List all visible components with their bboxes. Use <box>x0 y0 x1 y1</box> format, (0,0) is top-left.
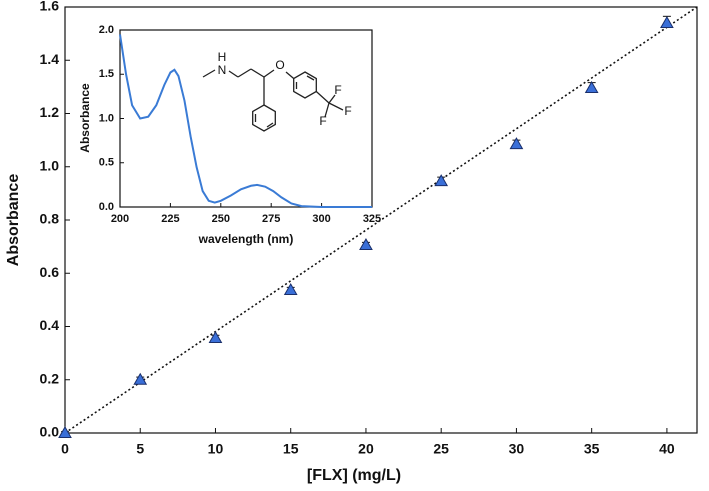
y-tick-label: 0.5 <box>99 157 114 169</box>
x-tick-label: 200 <box>111 213 129 225</box>
y-tick-label: 1.5 <box>99 68 114 80</box>
x-tick-label: 20 <box>358 441 374 457</box>
y-tick-label: 2.0 <box>99 24 114 36</box>
x-tick-label: 5 <box>136 441 144 457</box>
y-tick-label: 1.6 <box>40 0 60 14</box>
marker <box>660 15 674 28</box>
x-tick-label: 35 <box>584 441 600 457</box>
y-tick-label: 1.0 <box>40 157 60 173</box>
inset-y-label: Absorbance <box>78 83 92 153</box>
y-tick-label: 0.0 <box>40 424 60 440</box>
marker <box>359 238 373 251</box>
y-tick-label: 0.8 <box>40 211 60 227</box>
x-tick-label: 10 <box>208 441 224 457</box>
x-tick-label: 40 <box>659 441 675 457</box>
x-tick-label: 30 <box>509 441 525 457</box>
y-axis-label: Absorbance <box>5 174 22 267</box>
marker <box>509 137 524 150</box>
y-tick-label: 0.2 <box>40 370 60 386</box>
y-tick-label: 1.0 <box>99 112 114 124</box>
atom-label: F <box>334 83 341 97</box>
x-tick-label: 300 <box>312 213 330 225</box>
y-tick-label: 1.4 <box>40 51 60 67</box>
marker <box>133 372 148 385</box>
x-tick-label: 25 <box>433 441 449 457</box>
y-tick-label: 0.6 <box>40 264 60 280</box>
fit-line <box>64 6 698 434</box>
molecule-structure: H N O F F F <box>202 50 352 132</box>
x-tick-label: 0 <box>61 441 69 457</box>
atom-label: O <box>275 58 284 72</box>
marker <box>434 174 449 187</box>
atom-label: H <box>218 50 227 64</box>
y-tick-label: 1.2 <box>40 104 60 120</box>
spectrum-line <box>119 34 372 208</box>
x-tick-label: 250 <box>212 213 230 225</box>
inset-frame <box>119 29 373 208</box>
marker <box>283 283 298 296</box>
x-tick-label: 275 <box>262 213 280 225</box>
marker <box>584 80 599 93</box>
atom-label: F <box>344 104 351 118</box>
y-tick-label: 0.0 <box>99 201 114 213</box>
x-tick-label: 225 <box>161 213 179 225</box>
x-tick-label: 15 <box>283 441 299 457</box>
marker <box>58 425 72 438</box>
x-axis-label: [FLX] (mg/L) <box>307 467 401 484</box>
atom-label: F <box>319 114 326 128</box>
marker <box>208 330 223 343</box>
atom-label: N <box>218 63 227 77</box>
x-tick-label: 325 <box>363 213 381 225</box>
inset-x-label: wavelength (nm) <box>198 232 294 246</box>
y-tick-label: 0.4 <box>40 317 60 333</box>
